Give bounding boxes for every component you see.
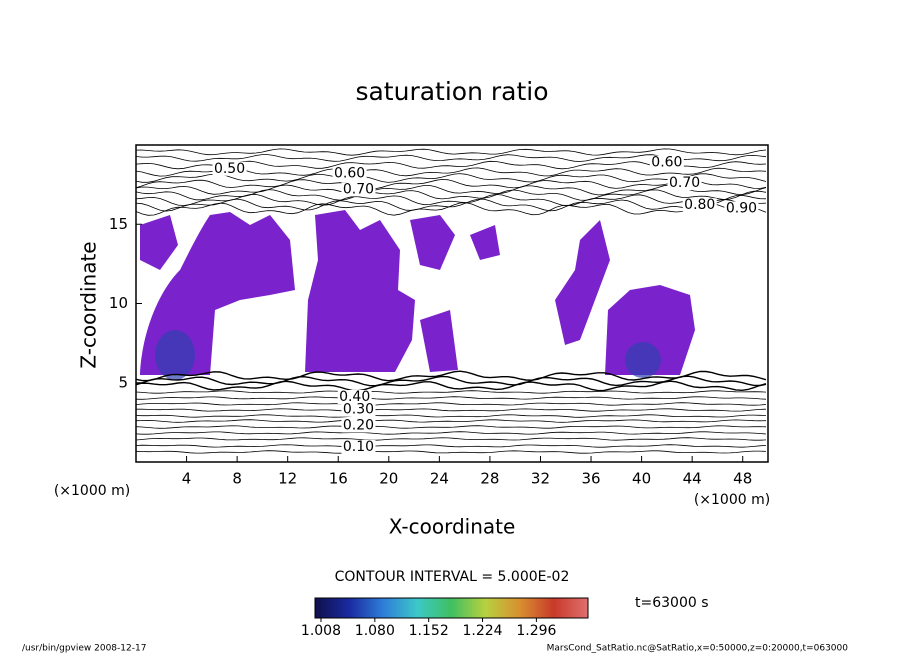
contour-line: [135, 396, 767, 400]
colorbar-tick-label: 1.008: [301, 623, 341, 639]
x-tick-label: 24: [430, 470, 449, 488]
contour-label: 0.70: [669, 175, 700, 191]
colorbar: [314, 597, 589, 619]
contour-label: 0.50: [214, 161, 245, 177]
colorbar-tick-label: 1.080: [355, 623, 395, 639]
y-tick-label: 10: [109, 294, 128, 312]
x-tick-label: 16: [329, 470, 348, 488]
saturated-region: [305, 210, 415, 372]
contour-line: [136, 408, 767, 412]
saturated-regions: [140, 210, 695, 375]
core: [155, 330, 195, 380]
contour-line: [135, 419, 767, 423]
contour-label: 0.60: [334, 166, 365, 182]
x-tick-label: 48: [733, 470, 752, 488]
x-tick-label: 44: [683, 470, 702, 488]
saturated-region: [140, 215, 178, 270]
colorbar-tick-label: 1.224: [462, 623, 502, 639]
x-tick-label: 28: [480, 470, 499, 488]
contour-line: [135, 193, 767, 207]
contour-label-bg: [341, 402, 376, 417]
contour-label-bg: [649, 155, 684, 170]
contour-line: [135, 375, 767, 387]
contour-line: [135, 370, 767, 382]
x-tick-label: 36: [581, 470, 600, 488]
chart-title: saturation ratio: [355, 77, 548, 106]
x-tick-label: 12: [278, 470, 297, 488]
colorbar-tick-label: 1.152: [409, 623, 449, 639]
contour-line: [135, 178, 767, 190]
contour-label: 0.30: [343, 402, 374, 418]
contour-label-bg: [341, 439, 376, 454]
contour-line: [135, 450, 767, 454]
y-tick-label: 15: [109, 215, 128, 233]
contour-label: 0.10: [343, 439, 374, 455]
contour-label-bg: [341, 182, 376, 197]
contour-line: [135, 390, 767, 394]
contour-line: [135, 148, 767, 156]
contour-line: [135, 444, 767, 448]
x-tick-label: 40: [632, 470, 651, 488]
contour-label-bg: [667, 176, 702, 191]
x-tick-label: 4: [182, 470, 192, 488]
contour-line: [135, 202, 767, 216]
saturated-region: [420, 310, 458, 372]
contour-label-bg: [337, 390, 372, 405]
x-tick-label: 8: [232, 470, 242, 488]
contour-line: [135, 184, 767, 196]
y-tick-label: 5: [118, 373, 128, 391]
contour-line: [135, 425, 767, 429]
footer-right: MarsCond_SatRatio.nc@SatRatio,x=0:50000,…: [547, 644, 849, 654]
x-axis-label: X-coordinate: [389, 515, 516, 539]
contour-label: 0.40: [339, 389, 370, 405]
contour-label: 0.70: [343, 181, 374, 197]
contour-label: 0.80: [684, 197, 715, 213]
contour-label-bg: [682, 198, 717, 213]
y-unit: (×1000 m): [54, 483, 130, 499]
contour-line: [135, 380, 767, 392]
contour-line: [135, 402, 767, 406]
x-unit: (×1000 m): [694, 492, 770, 508]
contour-label: 0.90: [726, 200, 757, 216]
contour-label: 0.60: [651, 154, 682, 170]
contour-label-bg: [341, 418, 376, 433]
contour-line: [135, 173, 767, 183]
contour-line: [135, 189, 767, 201]
contour-line: [135, 414, 767, 418]
x-tick-label: 32: [531, 470, 550, 488]
contour-line: [135, 437, 767, 441]
contour-line: [135, 431, 767, 435]
x-tick-label: 20: [379, 470, 398, 488]
contour-line: [135, 198, 767, 212]
core: [625, 342, 661, 378]
contour-label-bg: [724, 201, 759, 216]
contour-lines: [135, 148, 767, 454]
contour-interval: CONTOUR INTERVAL = 5.000E-02: [335, 569, 570, 585]
y-axis-label: Z-coordinate: [77, 241, 101, 368]
saturated-region: [410, 215, 455, 270]
time-label: t=63000 s: [635, 595, 709, 611]
contour-label-bg: [332, 166, 367, 181]
saturated-region: [470, 225, 500, 260]
colorbar-tick-label: 1.296: [516, 623, 556, 639]
contour-label-bg: [212, 161, 247, 176]
footer-left: /usr/bin/gpview 2008-12-17: [22, 644, 146, 654]
saturated-region: [555, 220, 610, 345]
contour-label: 0.20: [343, 418, 374, 434]
